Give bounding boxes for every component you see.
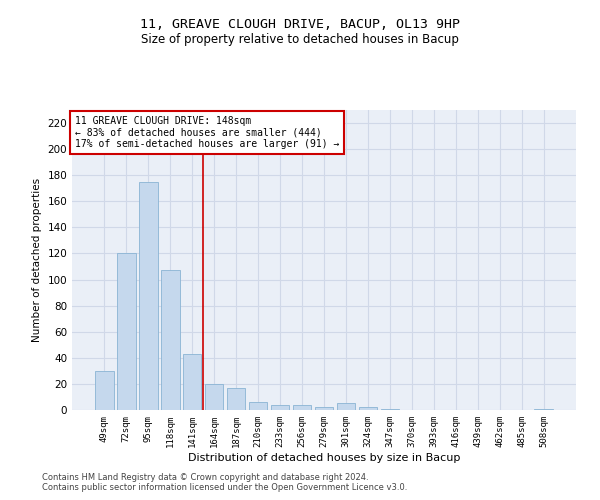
X-axis label: Distribution of detached houses by size in Bacup: Distribution of detached houses by size …: [188, 452, 460, 462]
Bar: [227, 388, 245, 410]
Bar: [359, 408, 377, 410]
Bar: [337, 404, 355, 410]
Bar: [117, 254, 136, 410]
Bar: [293, 405, 311, 410]
Bar: [271, 405, 289, 410]
Y-axis label: Number of detached properties: Number of detached properties: [32, 178, 42, 342]
Text: Contains HM Land Registry data © Crown copyright and database right 2024.: Contains HM Land Registry data © Crown c…: [42, 474, 368, 482]
Bar: [535, 408, 553, 410]
Text: 11 GREAVE CLOUGH DRIVE: 148sqm
← 83% of detached houses are smaller (444)
17% of: 11 GREAVE CLOUGH DRIVE: 148sqm ← 83% of …: [74, 116, 339, 149]
Bar: [161, 270, 179, 410]
Bar: [380, 408, 399, 410]
Bar: [314, 408, 334, 410]
Text: Contains public sector information licensed under the Open Government Licence v3: Contains public sector information licen…: [42, 484, 407, 492]
Bar: [249, 402, 268, 410]
Bar: [205, 384, 223, 410]
Bar: [183, 354, 202, 410]
Text: Size of property relative to detached houses in Bacup: Size of property relative to detached ho…: [141, 32, 459, 46]
Bar: [139, 182, 158, 410]
Bar: [95, 371, 113, 410]
Text: 11, GREAVE CLOUGH DRIVE, BACUP, OL13 9HP: 11, GREAVE CLOUGH DRIVE, BACUP, OL13 9HP: [140, 18, 460, 30]
